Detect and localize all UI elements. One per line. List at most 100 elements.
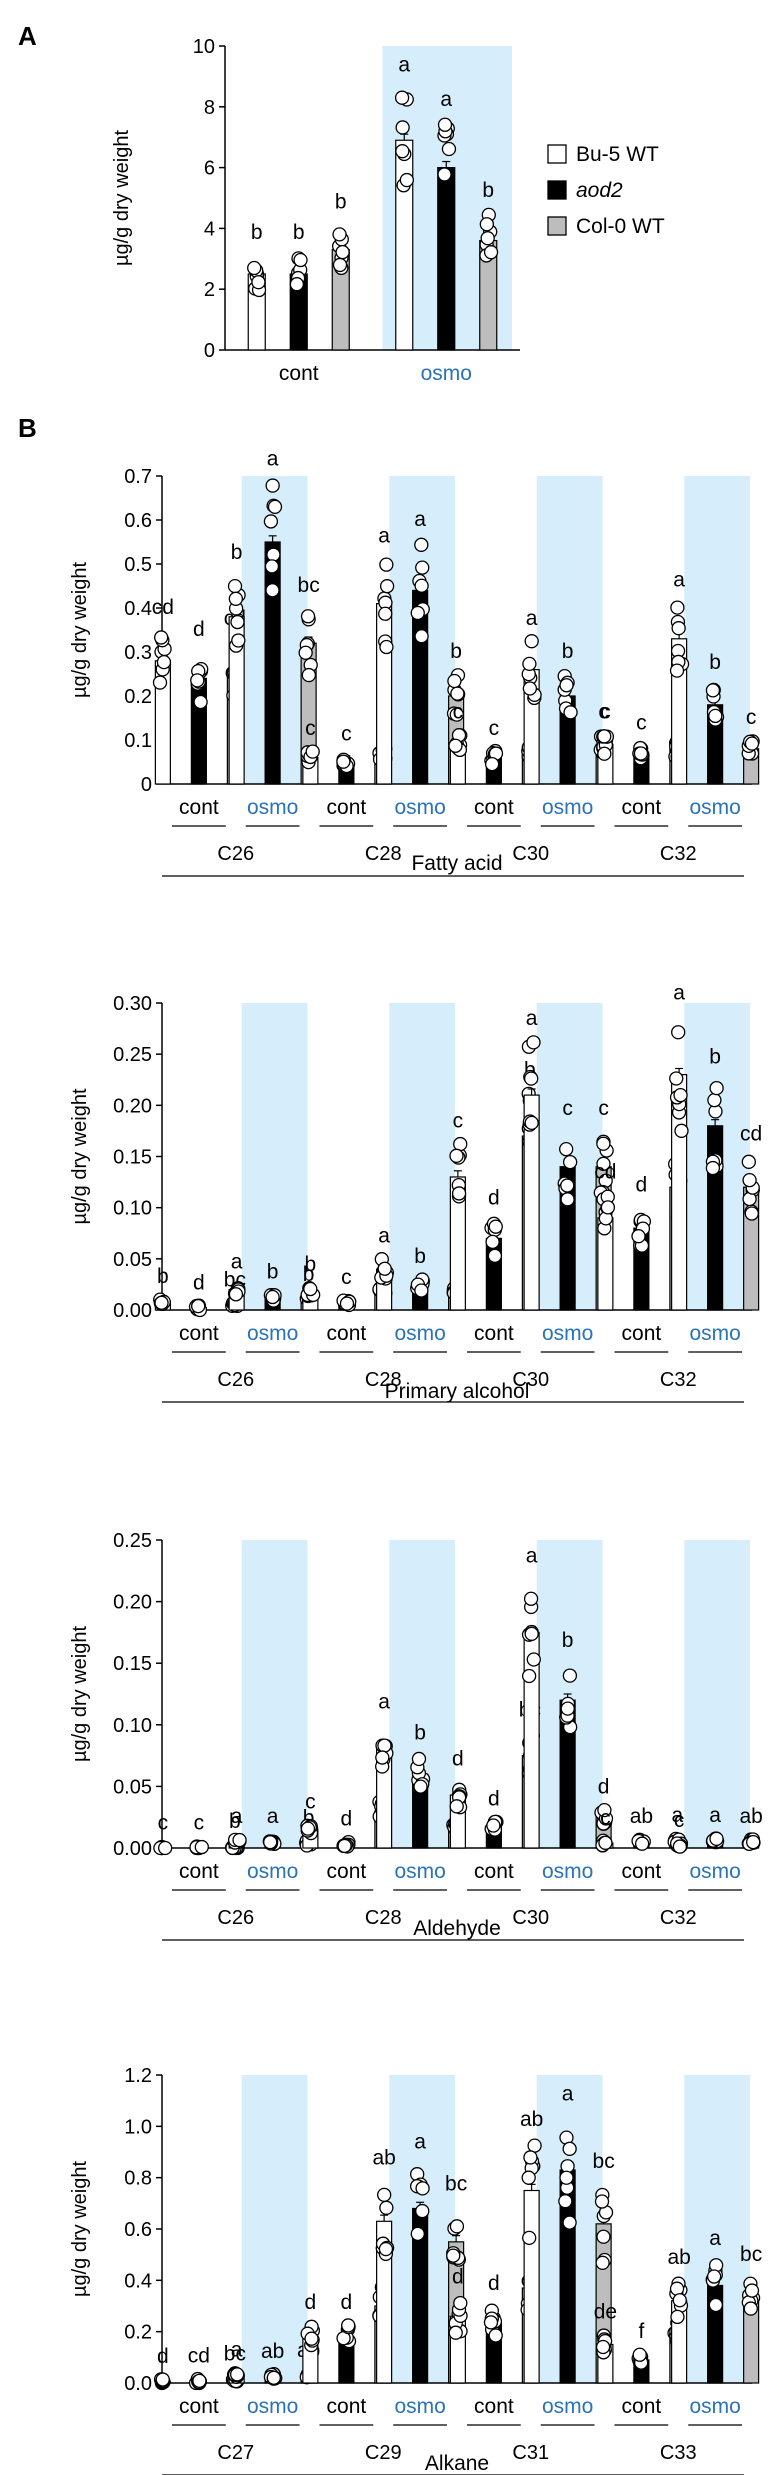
data-point: [378, 2241, 394, 2257]
data-point: [265, 478, 280, 493]
data-point: [379, 579, 395, 594]
data-point: [265, 583, 280, 598]
treatment-label: osmo: [689, 2395, 740, 2418]
treatment-label: cont: [474, 796, 514, 819]
y-tick-label: 0.0: [124, 2373, 152, 2395]
data-point: [227, 578, 243, 594]
data-point: [672, 1839, 688, 1854]
data-point: [673, 1087, 688, 1103]
significance-letter: b: [267, 1261, 279, 1284]
chain-label: C26: [217, 1369, 254, 1391]
data-point: [524, 1071, 539, 1086]
legend-swatch: [547, 216, 567, 236]
bar: [264, 541, 281, 785]
significance-letter: d: [341, 1808, 353, 1831]
significance-letter: b: [335, 191, 347, 214]
significance-letter: b: [414, 1721, 426, 1744]
data-point: [339, 1296, 355, 1311]
panel-title: Primary alcohol: [385, 1380, 530, 1403]
significance-letter: c: [158, 1811, 169, 1834]
data-point: [437, 117, 453, 132]
data-point: [414, 1283, 429, 1298]
significance-letter: c: [341, 722, 352, 745]
treatment-label: cont: [474, 1860, 514, 1883]
significance-letter: a: [673, 982, 685, 1005]
data-point: [410, 2226, 425, 2242]
chain-label: C30: [512, 1907, 549, 1929]
data-point: [562, 2215, 577, 2230]
data-point: [332, 227, 347, 242]
y-tick-label: 0.2: [124, 686, 152, 708]
data-point: [479, 217, 494, 232]
significance-letter: d: [636, 1174, 648, 1197]
treatment-label: cont: [179, 2395, 219, 2418]
data-point: [671, 621, 686, 636]
data-point: [709, 1080, 724, 1096]
data-point: [263, 1835, 278, 1850]
data-point: [670, 600, 685, 615]
data-point: [596, 1156, 611, 1171]
y-tick-label: 0.8: [124, 2168, 152, 2190]
treatment-label: cont: [622, 1860, 662, 1883]
data-point: [562, 1668, 578, 1683]
y-tick-label: 0.1: [124, 730, 152, 752]
y-tick-label: 0.10: [113, 1715, 152, 1737]
data-point: [451, 1186, 467, 1201]
data-point: [152, 675, 168, 690]
significance-letter: bc: [445, 2172, 467, 2195]
chain-label: C32: [660, 1369, 697, 1391]
data-point: [228, 591, 244, 606]
significance-letter: a: [526, 1544, 538, 1567]
data-point: [415, 2181, 430, 2196]
data-point: [300, 609, 316, 624]
data-point: [596, 1136, 611, 1151]
treatment-label: cont: [179, 796, 219, 819]
y-axis-label: µg/g dry weight: [111, 130, 133, 266]
y-tick-label: 6: [204, 158, 215, 180]
data-point: [304, 2331, 319, 2346]
treatment-label: osmo: [421, 362, 472, 385]
data-point: [155, 2372, 170, 2387]
chart-B1: B00.10.20.30.40.50.60.7µg/g dry weight cd…: [18, 413, 760, 877]
treatment-label: osmo: [542, 796, 593, 819]
data-point: [446, 2248, 461, 2263]
data-point: [746, 1835, 761, 1850]
treatment-label: osmo: [542, 1860, 593, 1883]
significance-letter: b: [303, 1263, 315, 1286]
legend-label: Col-0 WT: [576, 215, 665, 238]
significance-letter: d: [193, 618, 205, 641]
significance-letter: ab: [630, 1805, 653, 1828]
data-point: [449, 2219, 465, 2234]
y-tick-label: 0: [204, 340, 215, 362]
data-point: [377, 2187, 392, 2202]
significance-letter: c: [600, 1806, 611, 1829]
treatment-label: cont: [327, 2395, 367, 2418]
data-point: [563, 705, 578, 720]
significance-letter: d: [157, 2345, 169, 2368]
significance-letter: b: [229, 1810, 241, 1833]
data-point: [521, 2170, 536, 2185]
data-point: [521, 1668, 537, 1684]
significance-letter: bc: [224, 2343, 246, 2366]
data-point: [450, 686, 465, 701]
y-tick-label: 0.00: [113, 1300, 152, 1322]
data-point: [378, 606, 393, 621]
data-point: [744, 2283, 760, 2298]
y-axis-label: µg/g dry weight: [69, 1626, 91, 1762]
panel-title: Alkane: [425, 2452, 489, 2475]
data-point: [559, 1142, 574, 1157]
osmo-shading: [684, 1540, 750, 1848]
significance-letter: c: [194, 1811, 205, 1834]
chain-label: C28: [365, 843, 402, 865]
data-point: [672, 2293, 687, 2308]
significance-letter: b: [562, 1629, 574, 1652]
data-point: [486, 1818, 501, 1833]
data-point: [559, 2170, 574, 2185]
data-point: [559, 678, 574, 693]
chart-A: A 0 2 4 6 8 10 µg/g dry weight b b b a a b cont osmo Bu-…: [18, 21, 665, 385]
treatment-label: cont: [327, 1322, 367, 1345]
treatment-label: osmo: [394, 796, 445, 819]
data-point: [597, 746, 612, 761]
legend-swatch: [547, 180, 567, 200]
data-point: [449, 707, 464, 722]
